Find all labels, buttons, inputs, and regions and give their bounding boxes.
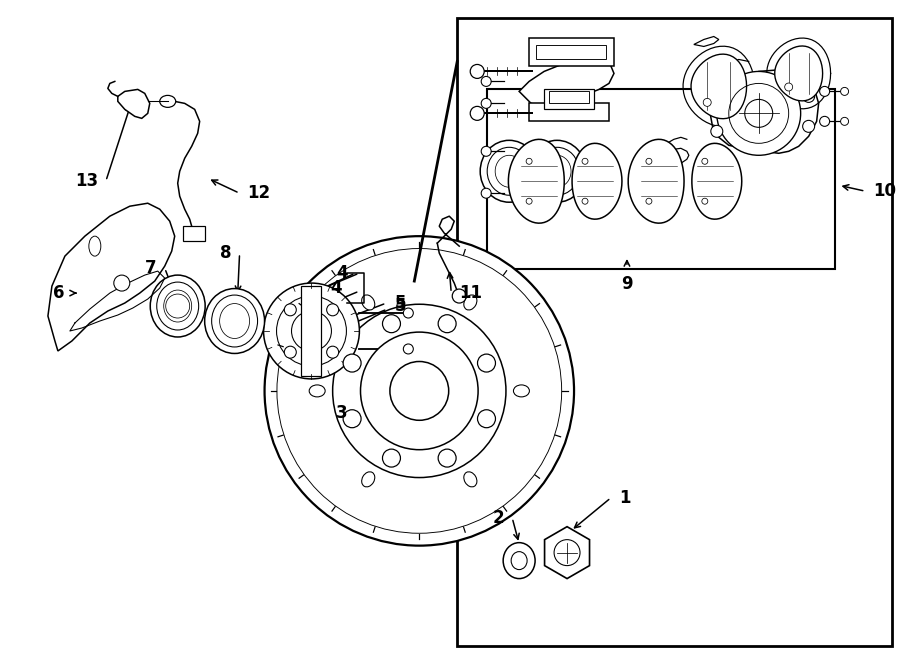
Bar: [302, 286, 321, 376]
Circle shape: [470, 64, 484, 79]
Circle shape: [703, 98, 711, 106]
Circle shape: [526, 198, 532, 204]
Circle shape: [646, 158, 652, 165]
Bar: [529, 103, 609, 122]
Circle shape: [482, 146, 491, 156]
Circle shape: [390, 362, 449, 420]
Circle shape: [382, 449, 400, 467]
Text: 3: 3: [336, 404, 347, 422]
Circle shape: [711, 89, 723, 101]
Polygon shape: [572, 143, 622, 219]
Circle shape: [438, 449, 456, 467]
Circle shape: [820, 87, 830, 97]
Ellipse shape: [503, 543, 536, 578]
Text: 12: 12: [248, 184, 271, 202]
Polygon shape: [508, 139, 564, 223]
Circle shape: [284, 304, 296, 316]
Circle shape: [284, 346, 296, 358]
Circle shape: [582, 198, 588, 204]
Circle shape: [646, 198, 652, 204]
Circle shape: [478, 354, 496, 372]
Circle shape: [716, 71, 801, 155]
Circle shape: [482, 98, 491, 108]
Polygon shape: [691, 54, 747, 119]
Circle shape: [478, 410, 496, 428]
Polygon shape: [692, 143, 742, 219]
Circle shape: [343, 354, 361, 372]
Polygon shape: [628, 139, 684, 223]
Polygon shape: [544, 527, 590, 578]
Polygon shape: [118, 89, 149, 118]
Circle shape: [711, 126, 723, 137]
Text: 9: 9: [621, 275, 633, 293]
Text: 6: 6: [53, 284, 65, 302]
Circle shape: [841, 118, 849, 126]
Polygon shape: [775, 46, 823, 101]
Circle shape: [264, 283, 359, 379]
Text: 7: 7: [145, 259, 157, 277]
Circle shape: [265, 236, 574, 545]
Ellipse shape: [464, 472, 477, 487]
Circle shape: [841, 87, 849, 95]
Ellipse shape: [513, 385, 529, 397]
Bar: [544, 89, 594, 109]
Ellipse shape: [528, 140, 586, 202]
Circle shape: [482, 77, 491, 87]
Bar: [183, 226, 204, 241]
Text: 10: 10: [874, 182, 896, 200]
Circle shape: [803, 120, 815, 132]
Circle shape: [470, 106, 484, 120]
Bar: [457, 18, 892, 646]
Circle shape: [327, 304, 338, 316]
Text: 4: 4: [336, 264, 347, 282]
Text: 8: 8: [220, 244, 231, 262]
Circle shape: [403, 344, 413, 354]
Bar: [487, 89, 834, 269]
Circle shape: [382, 315, 400, 332]
Bar: [536, 46, 606, 59]
Circle shape: [702, 158, 707, 165]
Ellipse shape: [159, 95, 176, 107]
Text: 1: 1: [619, 488, 631, 507]
Circle shape: [785, 83, 793, 91]
Ellipse shape: [362, 472, 374, 487]
Circle shape: [820, 116, 830, 126]
Ellipse shape: [481, 140, 538, 202]
Circle shape: [452, 289, 466, 303]
Circle shape: [403, 308, 413, 318]
Ellipse shape: [362, 295, 374, 310]
Ellipse shape: [150, 275, 205, 337]
Polygon shape: [519, 56, 614, 106]
Bar: [529, 38, 614, 67]
Circle shape: [482, 188, 491, 198]
Ellipse shape: [204, 289, 265, 354]
Circle shape: [113, 275, 130, 291]
Circle shape: [166, 294, 190, 318]
Polygon shape: [694, 36, 719, 46]
Text: 5: 5: [394, 294, 406, 312]
Polygon shape: [709, 69, 819, 153]
Circle shape: [803, 91, 815, 102]
Circle shape: [438, 315, 456, 332]
Circle shape: [361, 332, 478, 449]
Circle shape: [526, 158, 532, 165]
Polygon shape: [48, 203, 175, 351]
Ellipse shape: [89, 236, 101, 256]
Circle shape: [327, 346, 338, 358]
Circle shape: [582, 158, 588, 165]
Circle shape: [333, 304, 506, 477]
Ellipse shape: [464, 295, 477, 310]
Text: 13: 13: [75, 173, 98, 190]
Text: 5: 5: [394, 297, 406, 315]
Bar: [549, 91, 589, 103]
Text: 11: 11: [459, 284, 482, 302]
Ellipse shape: [310, 385, 325, 397]
Text: 2: 2: [492, 509, 504, 527]
Circle shape: [343, 410, 361, 428]
Circle shape: [702, 198, 707, 204]
Text: 4: 4: [329, 279, 341, 297]
